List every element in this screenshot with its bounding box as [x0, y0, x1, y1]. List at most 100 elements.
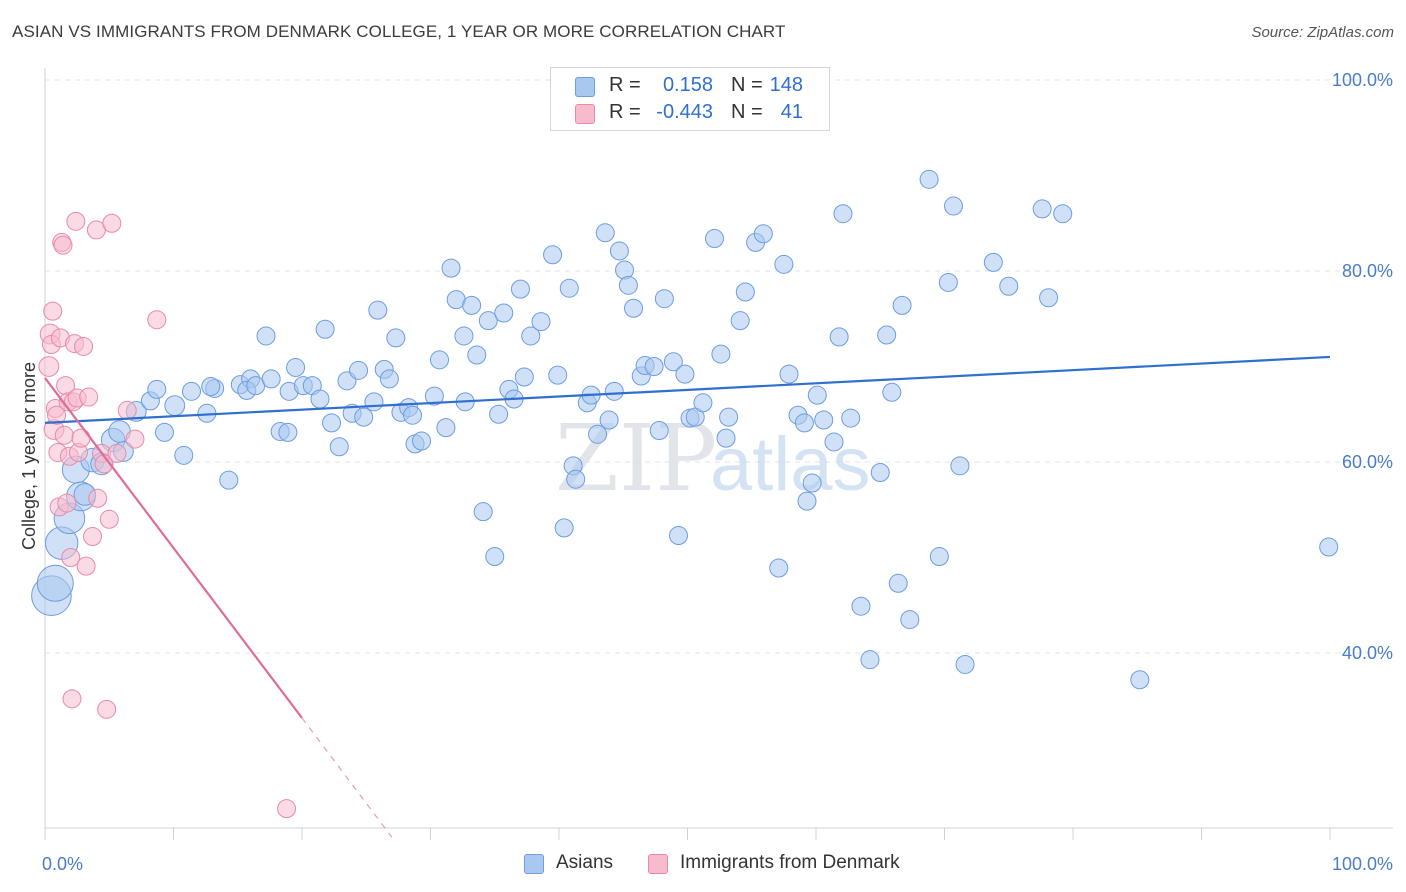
point-asians — [1319, 537, 1339, 557]
point-asians — [892, 295, 912, 315]
point-asians — [779, 364, 799, 384]
point-asians — [950, 456, 970, 476]
point-asians — [1039, 288, 1059, 308]
tick-labels: 40.0% 60.0% 80.0% 100.0% 0.0% 100.0% — [42, 70, 1393, 874]
point-asians — [1130, 670, 1150, 690]
point-asians — [814, 410, 834, 430]
point-denmark — [117, 400, 137, 420]
point-asians — [769, 558, 789, 578]
point-asians — [829, 327, 849, 347]
point-asians — [877, 325, 897, 345]
point-asians — [716, 428, 736, 448]
axes — [44, 68, 1393, 840]
point-asians — [649, 420, 669, 440]
legend-swatch-asians — [524, 854, 544, 874]
point-asians — [554, 518, 574, 538]
point-asians — [531, 312, 551, 332]
point-asians — [888, 573, 908, 593]
legend-row-asians: R = 0.158 N = 148 — [551, 74, 829, 100]
point-asians — [604, 381, 624, 401]
legend-n-label: N = — [731, 101, 763, 123]
correlation-legend: R = 0.158 N = 148 R = -0.443 N = 41 — [550, 67, 830, 131]
point-asians — [510, 279, 530, 299]
y-tick-label: 100.0% — [1332, 70, 1393, 90]
point-asians — [943, 196, 963, 216]
point-asians — [521, 326, 541, 346]
legend-row-denmark: R = -0.443 N = 41 — [551, 101, 829, 127]
point-asians — [644, 357, 664, 376]
point-asians — [929, 547, 949, 567]
point-asians — [514, 367, 534, 387]
point-asians — [310, 389, 330, 409]
legend-r-label: R = — [609, 101, 641, 123]
point-asians — [595, 223, 615, 243]
point-denmark — [66, 211, 86, 231]
point-asians — [315, 319, 335, 339]
point-asians — [256, 326, 276, 346]
point-asians — [349, 360, 369, 380]
point-denmark — [38, 356, 60, 377]
watermark-atlas: atlas — [710, 422, 871, 507]
legend-n-value: 148 — [769, 74, 803, 96]
point-asians — [983, 252, 1003, 272]
point-asians — [624, 298, 644, 318]
point-asians — [938, 272, 958, 292]
point-asians — [841, 408, 861, 428]
point-asians — [278, 422, 298, 442]
point-asians — [566, 469, 586, 489]
point-asians — [882, 382, 902, 402]
x-tick-label: 0.0% — [42, 854, 83, 874]
point-denmark — [99, 509, 119, 529]
point-asians — [478, 311, 498, 331]
y-tick-label: 60.0% — [1342, 452, 1393, 472]
legend-swatch-denmark — [575, 104, 595, 124]
point-asians — [454, 326, 474, 346]
point-denmark — [88, 488, 108, 508]
point-denmark — [71, 428, 91, 448]
point-asians — [322, 413, 342, 433]
point-asians — [403, 405, 423, 425]
chart-title: ASIAN VS IMMIGRANTS FROM DENMARK COLLEGE… — [12, 22, 786, 41]
trend-line-asians — [44, 355, 1331, 424]
point-denmark — [97, 699, 117, 719]
point-asians — [543, 245, 563, 265]
y-axis-label: College, 1 year or more — [19, 362, 39, 550]
point-asians — [36, 564, 74, 602]
point-asians — [462, 295, 482, 315]
point-denmark — [76, 556, 96, 576]
point-asians — [654, 289, 674, 309]
point-asians — [174, 445, 194, 465]
point-asians — [424, 386, 444, 406]
legend-r-label: R = — [609, 74, 641, 96]
point-asians — [329, 437, 349, 457]
point-asians — [807, 385, 827, 405]
point-asians — [467, 345, 487, 365]
point-asians — [675, 364, 695, 384]
point-denmark — [83, 526, 103, 546]
point-asians — [201, 377, 221, 397]
point-asians — [704, 229, 724, 249]
point-asians — [219, 470, 239, 490]
watermark: ZIP atlas — [555, 405, 871, 512]
point-asians — [181, 381, 201, 401]
point-asians — [693, 393, 713, 413]
point-asians — [851, 596, 871, 616]
trend-lines — [44, 355, 1331, 838]
point-asians — [719, 407, 739, 427]
point-asians — [609, 241, 629, 261]
point-asians — [663, 352, 683, 372]
point-denmark — [54, 425, 74, 445]
point-asians — [870, 463, 890, 483]
point-asians — [364, 392, 384, 412]
point-asians — [429, 350, 449, 370]
series-legend: Asians Immigrants from Denmark — [0, 852, 1406, 878]
point-asians — [441, 258, 461, 278]
x-tick-label: 100.0% — [1332, 854, 1393, 874]
point-asians — [548, 365, 568, 385]
point-asians — [412, 431, 432, 451]
point-asians — [618, 275, 638, 295]
point-asians — [999, 276, 1019, 296]
point-asians — [286, 357, 306, 377]
point-asians — [261, 369, 281, 389]
point-asians — [386, 328, 406, 348]
